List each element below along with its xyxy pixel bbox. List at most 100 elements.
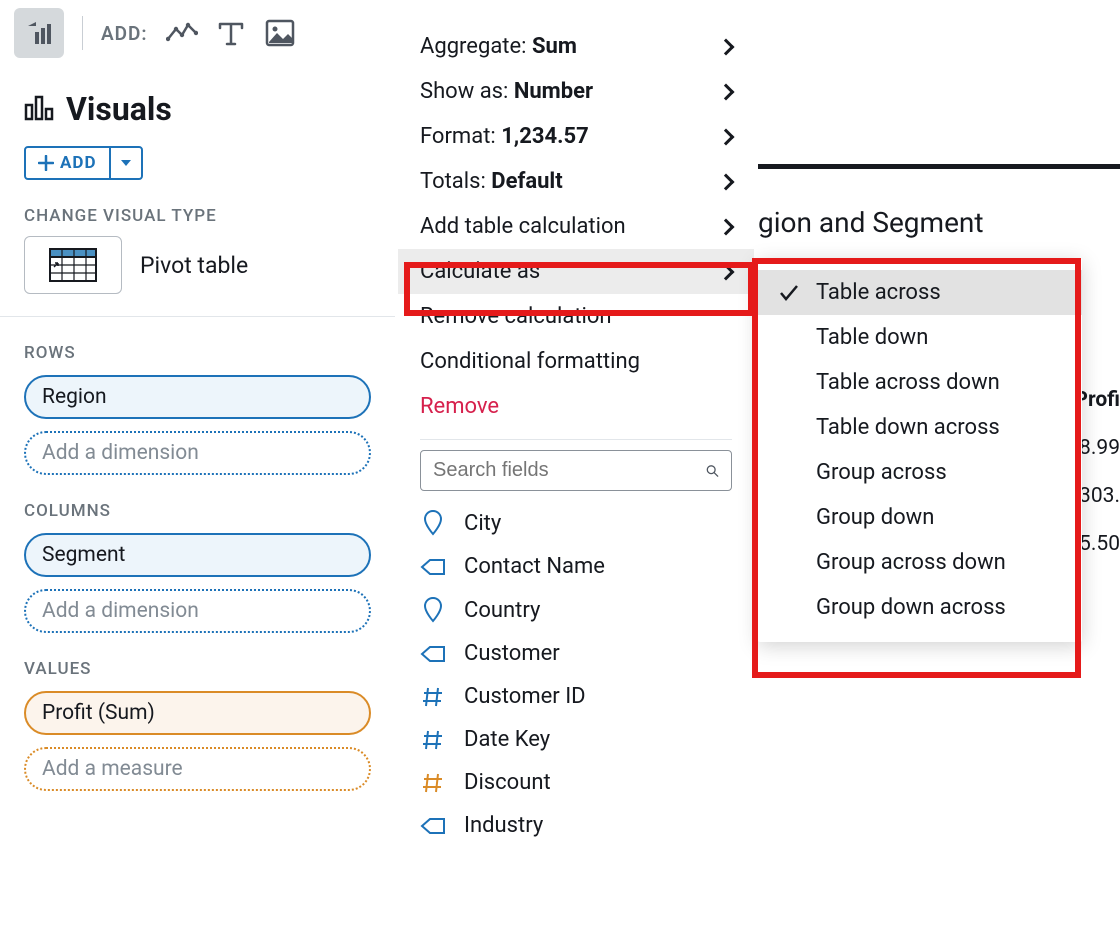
tag-icon (420, 557, 446, 577)
format-prefix: Format: (420, 124, 501, 149)
field-customer[interactable]: Customer (398, 632, 754, 675)
menu-show-as[interactable]: Show as: Number (398, 69, 754, 114)
values-label: VALUES (24, 659, 371, 679)
field-label: Country (464, 598, 540, 623)
divider (0, 316, 395, 317)
menu-add-table-calc[interactable]: Add table calculation (398, 204, 754, 249)
number-icon (420, 729, 446, 751)
add-table-calc-label: Add table calculation (420, 214, 626, 239)
add-visual-button[interactable]: ADD (24, 146, 110, 180)
field-date-key[interactable]: Date Key (398, 718, 754, 761)
columns-label: COLUMNS (24, 501, 371, 521)
chevron-right-icon (718, 263, 735, 280)
menu-aggregate[interactable]: Aggregate: Sum (398, 24, 754, 69)
search-fields-input[interactable] (433, 459, 698, 482)
submenu-label: Group down (816, 505, 934, 530)
chevron-right-icon (718, 173, 735, 190)
text-icon[interactable] (216, 18, 246, 48)
insights-icon[interactable] (14, 8, 64, 58)
submenu-table-across[interactable]: Table across (758, 270, 1082, 315)
aggregate-prefix: Aggregate: (420, 34, 532, 59)
menu-remove-calculation[interactable]: Remove calculation (398, 294, 754, 339)
search-fields-box[interactable] (420, 450, 732, 491)
bar-chart-icon (24, 93, 54, 126)
values-add-measure[interactable]: Add a measure (24, 747, 371, 791)
rows-placeholder: Add a dimension (42, 441, 199, 465)
submenu-label: Group across (816, 460, 947, 485)
values-field-pill[interactable]: Profit (Sum) (24, 691, 371, 735)
menu-conditional-formatting[interactable]: Conditional formatting (398, 339, 754, 384)
submenu-label: Table across down (816, 370, 1000, 395)
pin-icon (420, 597, 446, 623)
line-chart-icon[interactable] (166, 21, 198, 45)
field-customer-id[interactable]: Customer ID (398, 675, 754, 718)
field-contact-name[interactable]: Contact Name (398, 545, 754, 588)
add-button-group: ADD (24, 146, 371, 180)
tag-icon (420, 816, 446, 836)
menu-remove[interactable]: Remove (398, 384, 754, 429)
bg-border (758, 164, 1120, 169)
columns-placeholder: Add a dimension (42, 599, 199, 623)
submenu-table-down[interactable]: Table down (758, 315, 1082, 360)
columns-add-dimension[interactable]: Add a dimension (24, 589, 371, 633)
field-label: Industry (464, 813, 543, 838)
menu-totals[interactable]: Totals: Default (398, 159, 754, 204)
add-visual-caret-button[interactable] (110, 146, 143, 180)
visuals-title: Visuals (66, 90, 172, 128)
chevron-right-icon (718, 83, 735, 100)
toolbar-divider (82, 16, 83, 50)
chevron-right-icon (718, 38, 735, 55)
submenu-group-across-down[interactable]: Group across down (758, 540, 1082, 585)
field-label: Discount (464, 770, 551, 795)
columns-field-label: Segment (42, 543, 125, 567)
rows-field-label: Region (42, 385, 107, 409)
submenu-label: Group across down (816, 550, 1006, 575)
change-visual-type-label: CHANGE VISUAL TYPE (24, 206, 371, 226)
left-panel: Visuals ADD CHANGE VISUAL TYPE Pivo (0, 90, 395, 791)
add-label: ADD: (101, 22, 148, 45)
context-menu: Aggregate: Sum Show as: Number Format: 1… (398, 6, 754, 859)
showas-value: Number (514, 79, 593, 104)
menu-calculate-as[interactable]: Calculate as (398, 249, 754, 294)
field-discount[interactable]: Discount (398, 761, 754, 804)
field-label: Contact Name (464, 554, 605, 579)
totals-value: Default (491, 169, 562, 194)
rows-field-pill[interactable]: Region (24, 375, 371, 419)
tag-icon (420, 644, 446, 664)
field-industry[interactable]: Industry (398, 804, 754, 847)
calculate-as-label: Calculate as (420, 259, 540, 284)
submenu-table-across-down[interactable]: Table across down (758, 360, 1082, 405)
calculate-as-submenu: Table across Table down Table across dow… (758, 258, 1082, 642)
conditional-formatting-label: Conditional formatting (420, 349, 640, 374)
totals-prefix: Totals: (420, 169, 491, 194)
search-icon (706, 461, 719, 481)
submenu-label: Table down (816, 325, 928, 350)
submenu-table-down-across[interactable]: Table down across (758, 405, 1082, 450)
chart-title-fragment: gion and Segment (758, 178, 1120, 239)
rows-label: ROWS (24, 343, 371, 363)
chevron-right-icon (718, 218, 735, 235)
submenu-group-across[interactable]: Group across (758, 450, 1082, 495)
visual-type-name: Pivot table (140, 252, 248, 279)
field-label: Customer ID (464, 684, 586, 709)
showas-prefix: Show as: (420, 79, 514, 104)
field-country[interactable]: Country (398, 588, 754, 632)
submenu-group-down-across[interactable]: Group down across (758, 585, 1082, 630)
field-label: Customer (464, 641, 560, 666)
aggregate-value: Sum (532, 34, 577, 59)
format-value: 1,234.57 (501, 124, 589, 149)
field-city[interactable]: City (398, 501, 754, 545)
pivot-table-icon[interactable] (24, 236, 122, 294)
menu-format[interactable]: Format: 1,234.57 (398, 114, 754, 159)
remove-label: Remove (420, 394, 499, 419)
check-icon (776, 284, 802, 302)
image-icon[interactable] (264, 18, 296, 48)
bg-val-2: 303. (1079, 484, 1120, 508)
submenu-label: Table across (816, 280, 941, 305)
rows-add-dimension[interactable]: Add a dimension (24, 431, 371, 475)
chevron-right-icon (718, 128, 735, 145)
columns-field-pill[interactable]: Segment (24, 533, 371, 577)
submenu-group-down[interactable]: Group down (758, 495, 1082, 540)
number-icon (420, 772, 446, 794)
field-label: City (464, 511, 501, 536)
